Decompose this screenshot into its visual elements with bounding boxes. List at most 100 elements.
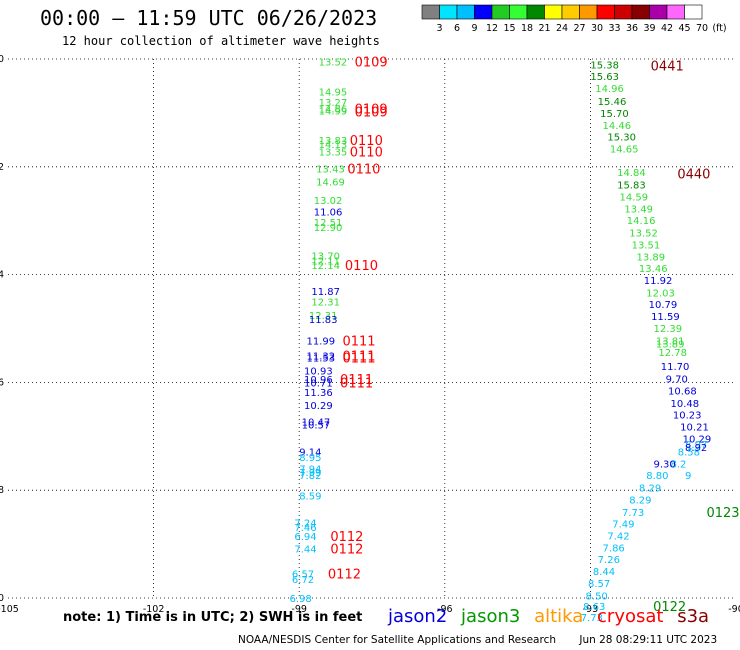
legend-s3a: s3a: [677, 606, 710, 627]
pass-time-label: 0111: [342, 352, 375, 367]
wave-height-value: 13.46: [639, 264, 668, 275]
units-note: note: 1) Time is in UTC; 2) SWH is in fe…: [63, 610, 363, 625]
wave-height-value: 12.51: [314, 218, 343, 229]
footer: NOAA/NESDIS Center for Satellite Applica…: [238, 634, 717, 646]
wave-height-value: 15.38: [590, 60, 619, 71]
wave-height-value: 8.95: [299, 453, 321, 464]
wave-height-value: 10.68: [668, 386, 697, 397]
y-tick-label: -50: [0, 593, 4, 604]
wave-height-value: 14.59: [620, 192, 649, 203]
footer-credit: NOAA/NESDIS Center for Satellite Applica…: [238, 634, 556, 646]
pass-time-label: 0110: [345, 259, 378, 274]
pass-time-label: 0109: [355, 105, 388, 120]
colorbar-label: 39: [643, 23, 655, 34]
wave-height-value: 10.93: [304, 367, 333, 378]
x-tick-label: -96: [437, 604, 453, 615]
y-tick-label: -42: [0, 162, 4, 173]
wave-height-value: 8.59: [299, 492, 321, 503]
wave-height-value: 7.42: [607, 531, 629, 542]
colorbar-label: 45: [678, 23, 690, 34]
wave-height-value: 10.71: [304, 378, 333, 389]
wave-height-value: 7.24: [294, 519, 316, 530]
pass-time-label: 0111: [340, 373, 373, 388]
footer-timestamp: Jun 28 08:29:11 UTC 2023: [579, 634, 718, 646]
wave-height-value: 10.29: [304, 401, 333, 412]
wave-height-value: 9: [685, 471, 691, 482]
wave-height-value: 8.44: [593, 567, 615, 578]
y-tick-label: -44: [0, 270, 4, 281]
wave-height-value: 6.98: [289, 594, 311, 605]
pass-time-label: 0112: [328, 568, 361, 583]
colorbar-label: 9: [471, 23, 477, 34]
wave-height-value: 15.30: [607, 133, 636, 144]
wave-height-value: 7.26: [598, 555, 620, 566]
wave-height-value: 11.87: [311, 287, 340, 298]
wave-height-value: 13.52: [629, 229, 658, 240]
wave-height-value: 14.16: [627, 216, 656, 227]
wave-height-value: 12.11: [311, 257, 340, 268]
wave-height-value: 14.84: [617, 168, 646, 179]
chart-title: 00:00 – 11:59 UTC 06/26/2023: [40, 6, 378, 30]
wave-height-value: 13.83: [319, 136, 348, 147]
wave-height-value: 15.46: [598, 97, 627, 108]
x-tick-label: -90: [728, 604, 740, 615]
wave-height-value: 14.46: [603, 121, 632, 132]
wave-height-value: 6.57: [292, 570, 314, 581]
wave-height-value: 11.83: [309, 315, 338, 326]
wave-height-value: 13.27: [319, 98, 348, 109]
wave-height-value: 8.29: [639, 484, 661, 495]
colorbar-label: 15: [503, 23, 515, 34]
colorbar-label: 21: [538, 23, 550, 34]
wave-height-value: 13.51: [632, 240, 661, 251]
wave-height-value: 7.94: [299, 465, 321, 476]
y-tick-label: -40: [0, 54, 4, 65]
wave-height-value: 9.70: [666, 375, 688, 386]
wave-height-value: 13.49: [624, 204, 653, 215]
wave-height-value: 13.70: [311, 252, 340, 263]
y-tick-label: -46: [0, 377, 4, 388]
wave-height-value: 14.86: [319, 105, 348, 116]
colorbar-label: 36: [626, 23, 638, 34]
colorbar-label: 3: [436, 23, 442, 34]
wave-height-value: 7.99: [299, 468, 321, 479]
colorbar-label: 18: [521, 23, 533, 34]
wave-height-value: 8.50: [586, 591, 608, 602]
wave-height-value: 12.78: [658, 348, 687, 359]
wave-height-value: 8.92: [685, 443, 707, 454]
wave-height-value: 12.14: [311, 261, 340, 272]
wave-height-value: 10.57: [302, 420, 331, 431]
satellite-legend: jason2 jason3 altika cryosat s3a: [388, 606, 717, 627]
wave-height-value: 12.90: [314, 223, 343, 234]
pass-time-label: 0123: [706, 506, 739, 521]
legend-altika: altika: [534, 606, 584, 627]
colorbar-label: 42: [661, 23, 673, 34]
colorbar-label: (ft): [712, 23, 726, 34]
colorbar: 3 6 9 12 15 18 21 24 27 30 33 36 39 42 45 70 (ft): [421, 4, 727, 34]
wave-height-value: 10.48: [670, 399, 699, 410]
pass-time-label: 0441: [651, 59, 684, 74]
wave-height-value: 10.96: [304, 375, 333, 386]
chart-subtitle: 12 hour collection of altimeter wave hei…: [62, 34, 380, 48]
pass-time-label: 0110: [350, 134, 383, 149]
wave-height-value: 10.79: [649, 300, 678, 311]
pass-time-label: 0110: [347, 162, 380, 177]
x-tick-label: -105: [0, 604, 19, 615]
colorbar-label: 27: [573, 23, 585, 34]
wave-height-value: 13.02: [314, 196, 343, 207]
legend-jason2: jason2: [388, 606, 448, 627]
wave-height-value: 12.31: [309, 311, 338, 322]
wave-height-value: 13.43: [316, 164, 345, 175]
colorbar-swatch: [684, 4, 703, 20]
pass-time-label: 0440: [677, 167, 710, 182]
wave-height-value: 15.70: [600, 109, 629, 120]
wave-height-value: 13.89: [656, 340, 685, 351]
wave-height-value: 8.58: [678, 447, 700, 458]
wave-height-value: 9.30: [653, 459, 675, 470]
wave-height-value: 7.44: [294, 544, 316, 555]
y-tick-label: -48: [0, 485, 4, 496]
colorbar-label: 33: [608, 23, 620, 34]
wave-height-value: 7.73: [622, 508, 644, 519]
wave-height-value: 7.82: [299, 471, 321, 482]
wave-height-value: 11.92: [644, 276, 673, 287]
wave-height-value: 11.99: [306, 336, 335, 347]
